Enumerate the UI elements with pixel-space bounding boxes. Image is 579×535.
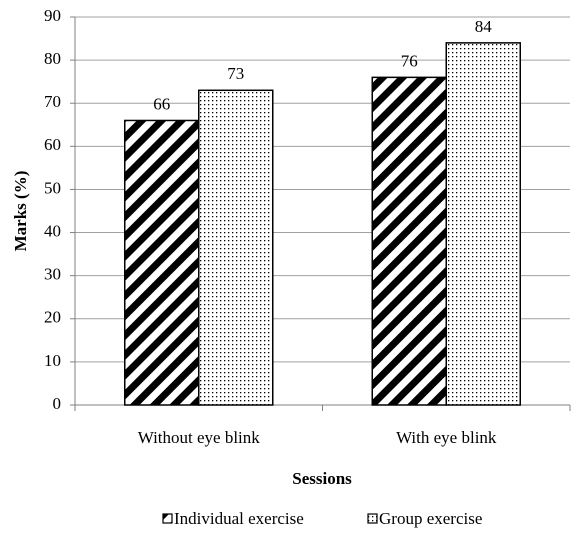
y-tick-label: 20: [44, 308, 61, 327]
y-tick-label: 80: [44, 49, 61, 68]
y-axis-title: Marks (%): [11, 171, 30, 252]
legend-swatch: [367, 513, 378, 524]
bar: [445, 42, 521, 406]
y-tick-label: 0: [53, 394, 62, 413]
y-tick-label: 60: [44, 135, 61, 154]
y-tick-label: 30: [44, 265, 61, 284]
legend-label: Individual exercise: [174, 509, 304, 528]
legend-label: Group exercise: [379, 509, 482, 528]
y-tick-label: 90: [44, 6, 61, 25]
bar: [124, 119, 200, 406]
x-tick-label: Without eye blink: [138, 428, 261, 447]
x-tick-label: With eye blink: [396, 428, 497, 447]
y-tick-label: 40: [44, 221, 61, 240]
data-label: 84: [475, 17, 493, 36]
data-label: 73: [227, 64, 244, 83]
y-tick-label: 50: [44, 178, 61, 197]
y-tick-label: 70: [44, 92, 61, 111]
y-tick-label: 10: [44, 351, 61, 370]
data-label: 66: [153, 94, 170, 113]
data-label: 76: [401, 51, 418, 70]
bar: [198, 89, 274, 406]
legend-swatch: [162, 513, 173, 524]
x-axis-title: Sessions: [292, 469, 352, 488]
bar: [371, 76, 447, 406]
